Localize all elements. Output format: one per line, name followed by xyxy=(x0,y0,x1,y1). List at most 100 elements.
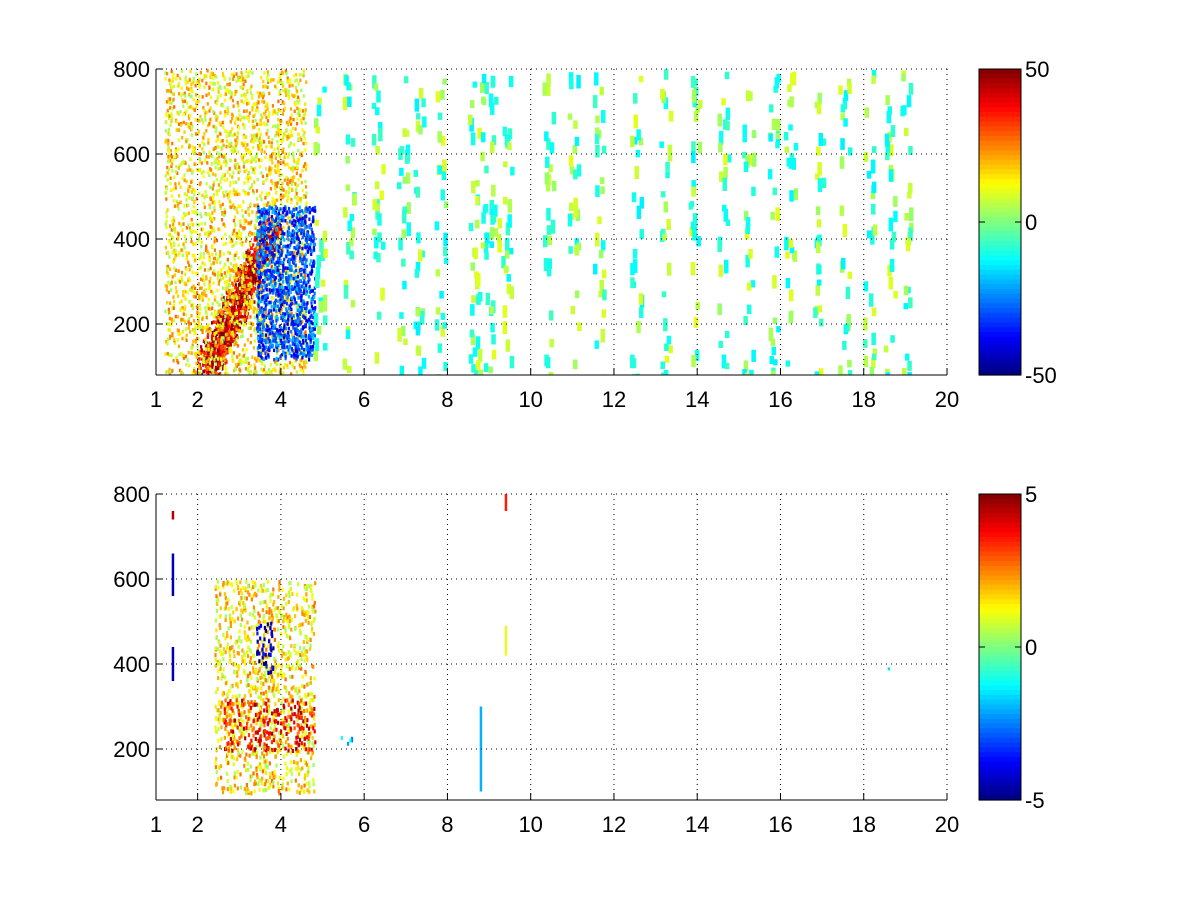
heatmap-cell xyxy=(303,255,306,259)
heatmap-cell xyxy=(197,324,200,328)
heatmap-cell xyxy=(286,247,289,251)
heatmap-cell xyxy=(286,76,289,80)
heatmap-cell xyxy=(201,141,204,145)
heatmap-cell xyxy=(261,320,264,324)
heatmap-cell xyxy=(292,301,295,306)
heatmap-cell xyxy=(170,245,173,249)
heatmap-cell xyxy=(176,204,179,208)
heatmap-cell xyxy=(301,346,304,350)
heatmap-cell xyxy=(312,306,315,311)
heatmap-cell xyxy=(200,222,203,226)
heatmap-cell xyxy=(308,310,311,314)
heatmap-cell xyxy=(307,247,310,251)
heatmap-cell xyxy=(302,315,306,319)
heatmap-cell xyxy=(239,315,242,319)
heatmap-cell xyxy=(268,91,271,96)
heatmap-cell xyxy=(165,210,168,215)
heatmap-cell xyxy=(305,281,308,285)
heatmap-cell xyxy=(297,183,300,187)
heatmap-cell xyxy=(229,130,232,134)
heatmap-cell xyxy=(211,302,214,306)
heatmap-cell xyxy=(188,196,191,200)
heatmap-cell xyxy=(233,368,236,373)
heatmap-cell xyxy=(284,88,287,92)
heatmap-cell xyxy=(253,369,256,373)
heatmap-cell xyxy=(221,340,224,344)
heatmap-cell xyxy=(202,356,206,361)
heatmap-cell xyxy=(215,118,218,122)
heatmap-cell xyxy=(191,171,194,175)
heatmap-cell xyxy=(251,232,254,236)
heatmap-cell xyxy=(225,134,228,139)
heatmap-cell xyxy=(269,363,272,367)
heatmap-cell xyxy=(233,366,237,371)
heatmap-cell xyxy=(272,336,275,341)
heatmap-cell xyxy=(204,118,207,122)
heatmap-cell xyxy=(280,253,283,257)
heatmap-cell xyxy=(293,342,296,347)
heatmap-cell xyxy=(312,233,315,237)
heatmap-cell xyxy=(307,345,310,350)
heatmap-cell xyxy=(224,98,227,103)
heatmap-cell xyxy=(300,261,304,265)
heatmap-cell xyxy=(183,192,186,196)
heatmap-cell xyxy=(278,328,282,333)
heatmap-cell xyxy=(216,151,219,155)
heatmap-cell xyxy=(273,234,276,239)
heatmap-cell xyxy=(241,214,244,218)
heatmap-cell xyxy=(269,271,272,275)
heatmap-cell xyxy=(300,121,303,125)
heatmap-cell xyxy=(311,289,314,293)
heatmap-cell xyxy=(209,81,212,85)
heatmap-cell xyxy=(249,369,253,374)
heatmap-cell xyxy=(212,195,215,199)
heatmap-cell xyxy=(292,207,295,212)
heatmap-cell xyxy=(249,326,252,331)
heatmap-cell xyxy=(281,287,284,292)
heatmap-cell xyxy=(236,117,240,121)
heatmap-cell xyxy=(180,248,183,252)
heatmap-cell xyxy=(240,359,243,363)
heatmap-cell xyxy=(174,280,177,285)
heatmap-cell xyxy=(265,349,268,354)
heatmap-cell xyxy=(168,255,171,259)
heatmap-cell xyxy=(221,212,224,216)
heatmap-cell xyxy=(305,201,308,205)
heatmap-cell xyxy=(289,219,292,224)
heatmap-cell xyxy=(275,248,278,252)
heatmap-cell xyxy=(299,289,302,294)
heatmap-cell xyxy=(213,329,216,334)
heatmap-cell xyxy=(298,209,301,214)
heatmap-cell xyxy=(304,334,307,338)
heatmap-cell xyxy=(169,181,172,186)
heatmap-cell xyxy=(207,369,210,373)
heatmap-cell xyxy=(295,185,298,189)
heatmap-cell xyxy=(272,201,275,205)
heatmap-cell xyxy=(252,140,255,144)
heatmap-cell xyxy=(236,355,239,359)
heatmap-cell xyxy=(270,265,273,269)
heatmap-cell xyxy=(170,164,173,169)
heatmap-cell xyxy=(262,256,265,261)
heatmap-cell xyxy=(285,134,288,138)
heatmap-cell xyxy=(212,180,216,185)
heatmap-cell xyxy=(283,132,286,136)
heatmap-cell xyxy=(205,356,209,360)
heatmap-cell xyxy=(193,148,196,152)
heatmap-cell xyxy=(245,250,248,255)
heatmap-cell xyxy=(249,300,252,304)
heatmap-cell xyxy=(269,290,272,295)
heatmap-cell xyxy=(267,336,270,341)
heatmap-cell xyxy=(199,294,202,299)
heatmap-cell xyxy=(252,310,255,314)
heatmap-cell xyxy=(205,370,208,374)
heatmap-cell xyxy=(272,207,275,212)
heatmap-cell xyxy=(266,347,269,352)
heatmap-cell xyxy=(227,131,230,135)
heatmap-cell xyxy=(262,263,265,267)
heatmap-cell xyxy=(244,94,247,99)
heatmap-cell xyxy=(219,338,222,343)
heatmap-cell xyxy=(209,72,213,76)
heatmap-cell xyxy=(247,300,250,304)
heatmap-cell xyxy=(239,362,242,366)
